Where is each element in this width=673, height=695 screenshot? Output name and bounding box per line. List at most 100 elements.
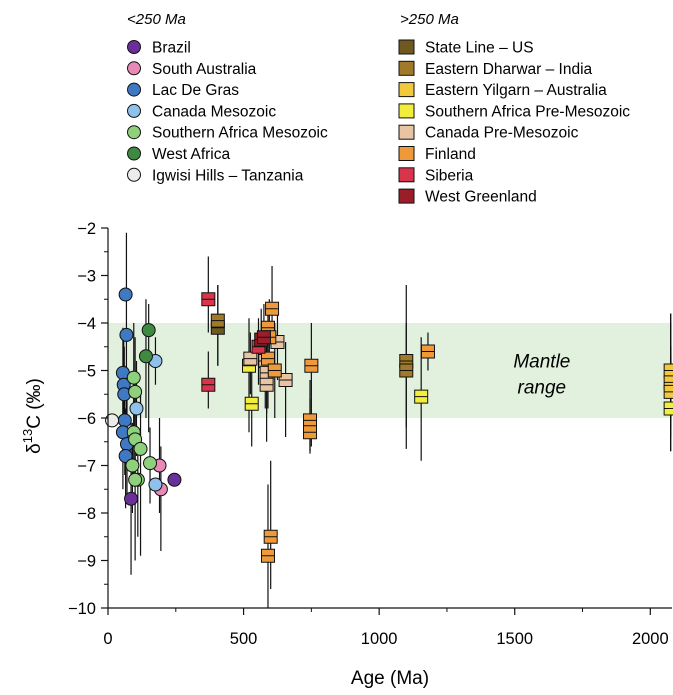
- point-southern-africa-mesozoic-1: [128, 384, 143, 399]
- legend-label: Southern Africa Mesozoic: [152, 125, 328, 142]
- legend-marker: [127, 103, 141, 118]
- point-lac-de-gras-1: [119, 327, 134, 342]
- point-finland-10: [260, 548, 275, 563]
- legend-label: Brazil: [152, 40, 191, 57]
- legend-item-eastern-dharwar-india: Eastern Dharwar – India: [398, 60, 593, 78]
- point-southern-africa-pre-mesozoic-2: [414, 389, 429, 404]
- point-canada-mesozoic-2: [148, 477, 163, 492]
- legend-label: Canada Mesozoic: [152, 103, 276, 120]
- legend-label: Southern Africa Pre-Mesozoic: [425, 103, 630, 120]
- point-southern-africa-pre-mesozoic-3: [663, 401, 673, 416]
- point-lac-de-gras-8: [118, 449, 133, 463]
- y-tick-label--2: −2: [77, 220, 96, 238]
- legend-label: Eastern Dharwar – India: [425, 61, 593, 78]
- y-tick-label--10: −10: [68, 600, 96, 618]
- legend-item-lac-de-gras: Lac De Gras: [127, 82, 239, 99]
- legend-heading-1: >250 Ma: [400, 11, 459, 28]
- point-siberia-1: [201, 377, 216, 392]
- legend-marker: [127, 82, 141, 97]
- legend-marker: [127, 61, 141, 76]
- legend-item-siberia: Siberia: [398, 167, 474, 184]
- axes: −2 −3 −4 −5 −6 −7 −8 −9 −10 0 500 1000 1500 2000: [68, 220, 672, 648]
- legend-marker: [398, 82, 415, 98]
- x-tick-label-1000: 1000: [361, 630, 398, 648]
- plot-area: Mantle range −2 −3 −4 −5 −6 −7 −8 −9 −10 0 500 1000…: [68, 220, 673, 648]
- legend-item-state-line-us: State Line – US: [398, 39, 534, 57]
- point-igwisi-hills-tanzania-0: [105, 413, 120, 428]
- y-tick-label--5: −5: [77, 363, 96, 381]
- legend-item-eastern-yilgarn-australia: Eastern Yilgarn – Australia: [398, 82, 607, 99]
- point-brazil-1: [167, 472, 182, 487]
- point-finland-6: [303, 413, 318, 428]
- legend-item-canada-pre-mesozoic: Canada Pre-Mesozoic: [398, 124, 579, 142]
- legend-marker: [398, 146, 415, 161]
- point-finland-5: [304, 358, 319, 373]
- x-tick-label-500: 500: [230, 630, 258, 648]
- y-tick-label--9: −9: [77, 553, 96, 571]
- mantle-range-band: [108, 323, 672, 418]
- y-axis-label: δ13C (‰): [20, 378, 45, 454]
- x-tick-label-1500: 1500: [496, 630, 533, 648]
- y-label-delta: δ: [24, 443, 45, 454]
- legend-item-finland: Finland: [398, 146, 476, 163]
- legend-marker: [398, 103, 415, 119]
- legend-item-west-greenland: West Greenland: [398, 188, 537, 206]
- y-label-suffix: C (‰): [24, 378, 45, 429]
- point-southern-africa-pre-mesozoic-1: [244, 396, 259, 411]
- point-canada-pre-mesozoic-3: [259, 377, 274, 392]
- point-canada-mesozoic-1: [129, 401, 144, 416]
- y-tick-label--4: −4: [77, 315, 96, 333]
- point-west-greenland-1: [256, 330, 271, 345]
- point-siberia-0: [201, 292, 216, 307]
- point-brazil-0: [124, 491, 139, 506]
- legend-marker: [127, 40, 141, 54]
- y-label-superscript: 13: [20, 429, 35, 443]
- point-eastern-yilgarn-australia-0: [663, 363, 673, 378]
- point-finland-7: [303, 425, 318, 440]
- legend-item-igwisi-hills-tanzania: Igwisi Hills – Tanzania: [127, 167, 304, 184]
- legend-marker: [398, 39, 415, 55]
- legend-item-brazil: Brazil: [127, 40, 191, 57]
- point-southern-africa-mesozoic-7: [143, 456, 158, 471]
- legend-label: State Line – US: [425, 40, 534, 57]
- legend-label: Eastern Yilgarn – Australia: [425, 82, 607, 99]
- legend-marker: [127, 125, 141, 140]
- point-west-africa-1: [138, 349, 153, 364]
- point-finland-3: [260, 351, 275, 366]
- legend-label: West Africa: [152, 146, 230, 163]
- legend-marker: [398, 188, 415, 204]
- point-southern-africa-mesozoic-0: [126, 370, 141, 385]
- point-finland-0: [265, 301, 280, 316]
- mantle-range-label-line1: Mantle: [513, 352, 570, 373]
- legend-label: South Australia: [152, 61, 257, 78]
- point-southern-africa-mesozoic-4: [133, 441, 148, 456]
- point-southern-africa-mesozoic-5: [125, 458, 140, 473]
- point-canada-pre-mesozoic-0: [243, 351, 258, 366]
- legend-label: Canada Pre-Mesozoic: [425, 125, 579, 142]
- point-eastern-dharwar-india-0: [210, 313, 225, 328]
- legend-marker: [398, 60, 415, 76]
- legend-marker: [398, 124, 415, 140]
- legend-item-southern-africa-mesozoic: Southern Africa Mesozoic: [127, 125, 328, 142]
- x-axis-label: Age (Ma): [351, 668, 429, 689]
- x-tick-label-0: 0: [103, 630, 112, 648]
- legend-label: Igwisi Hills – Tanzania: [152, 167, 304, 184]
- data-markers: [105, 287, 673, 563]
- y-tick-label--7: −7: [77, 458, 96, 476]
- mantle-range-label-line2: range: [518, 378, 567, 399]
- legend-label: West Greenland: [425, 189, 537, 206]
- legend-label: Siberia: [425, 167, 474, 184]
- point-eastern-dharwar-india-2: [399, 363, 414, 378]
- x-tick-label-2000: 2000: [632, 630, 669, 648]
- point-finland-4: [267, 363, 282, 378]
- legend-label: Lac De Gras: [152, 82, 239, 99]
- point-finland-9: [263, 529, 278, 544]
- legend-label: Finland: [425, 146, 476, 163]
- y-tick-label--6: −6: [77, 410, 96, 428]
- legend-marker: [398, 167, 415, 183]
- legend-item-southern-africa-pre-mesozoic: Southern Africa Pre-Mesozoic: [398, 103, 630, 120]
- point-lac-de-gras-5: [117, 413, 132, 428]
- point-lac-de-gras-0: [118, 287, 133, 302]
- legend-heading-0: <250 Ma: [127, 11, 186, 28]
